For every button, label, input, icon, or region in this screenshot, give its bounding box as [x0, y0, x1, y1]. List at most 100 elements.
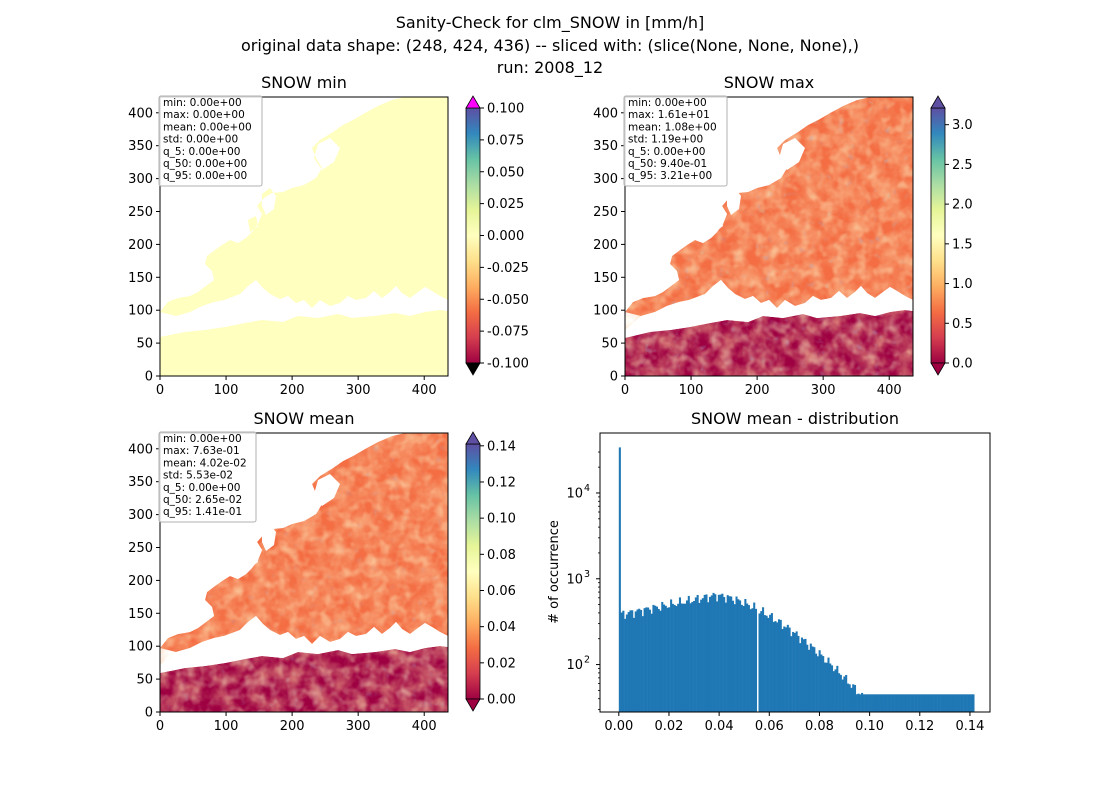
histogram-bar [731, 600, 735, 712]
histogram-bar [907, 694, 910, 712]
stats-box-snow-min: min: 0.00e+00 max: 0.00e+00 mean: 0.00e+00… [158, 95, 263, 187]
histogram-bar [719, 594, 722, 712]
histogram-bar [765, 615, 768, 712]
x-tick-label: 200 [745, 383, 770, 398]
histogram-bar [670, 599, 673, 712]
histogram-bar [618, 447, 621, 712]
histogram-bar [758, 613, 761, 712]
stats-line: q_95: 3.21e+00 [628, 170, 712, 182]
histogram-bar [940, 694, 943, 712]
histogram-panel: 0.00 0.02 0.04 0.06 0.08 0.10 0.12 0.14 10 210 31… [547, 432, 991, 734]
histogram-bar [770, 613, 773, 712]
histogram-bar [701, 598, 704, 712]
histogram-bar [892, 694, 895, 712]
colorbar-tick-label: 0.14 [487, 439, 516, 454]
histogram-bar [889, 694, 892, 712]
colorbar-tick-label: 0.04 [487, 620, 516, 635]
y-tick-label: 200 [128, 574, 153, 589]
histogram-bar [845, 674, 848, 712]
y-tick-label: 350 [128, 475, 153, 490]
y-tick-exponent: 4 [584, 483, 590, 494]
histogram-bar [949, 694, 952, 712]
histogram-bar [772, 621, 775, 712]
histogram-bar [707, 602, 710, 712]
stats-line: q_50: 0.00e+00 [163, 158, 247, 170]
histogram-bar [972, 694, 975, 712]
histogram-bar [894, 694, 897, 712]
x-tick-label: 0.14 [955, 719, 984, 734]
stats-box-snow-mean: min: 0.00e+00 max: 7.63e-01 mean: 4.02e-02… [158, 431, 257, 523]
histogram-bar [654, 605, 657, 712]
histogram-bar [721, 593, 724, 712]
histogram-bar [808, 649, 811, 712]
x-ticks-snow-min: 0 100 200 300 400 [156, 376, 437, 398]
histogram-bar [677, 603, 680, 712]
histogram-bar [640, 610, 643, 712]
histogram-bar [944, 694, 947, 712]
histogram-bar [700, 599, 703, 712]
stats-line: q_50: 9.40e-01 [628, 158, 707, 170]
histogram-bar [901, 694, 904, 712]
colorbar-extend-high-snow-min [465, 95, 481, 109]
histogram-bar [744, 598, 747, 712]
panel-title-distribution: SNOW mean - distribution [690, 409, 900, 428]
y-tick-label: 0 [145, 706, 153, 721]
histogram-bar [792, 631, 795, 712]
axes-frame-histogram [599, 432, 991, 713]
colorbar-snow-mean: 0.00 0.02 0.04 0.06 0.08 0.10 0.12 0.14 [465, 431, 516, 712]
histogram-bar [737, 599, 740, 712]
histogram-bar [876, 694, 880, 712]
histogram-bar [942, 694, 945, 712]
histogram-bar [866, 694, 869, 712]
y-tick-label: 10 [566, 486, 583, 501]
histogram-bar [783, 626, 786, 712]
histogram-bar [774, 621, 777, 712]
histogram-bar [622, 610, 625, 712]
histogram-bar [935, 694, 938, 712]
histogram-bar [958, 694, 961, 712]
histogram-bar [852, 684, 855, 712]
histogram-bar [924, 694, 927, 712]
histogram-bar [887, 694, 890, 712]
histogram-bar [779, 619, 782, 712]
histogram-bar [841, 679, 844, 712]
colorbar-tick-label: 0.00 [487, 693, 516, 708]
histogram-bar [723, 596, 726, 712]
y-ticks-snow-mean: 0 50 100 150 200 250 300 350 400 [128, 442, 160, 721]
y-tick-label: 10 [566, 572, 583, 587]
stats-line: q_95: 0.00e+00 [163, 170, 247, 182]
y-tick-label: 10 [566, 658, 583, 673]
histogram-bar [884, 694, 887, 712]
stats-line: mean: 1.08e+00 [628, 121, 717, 133]
histogram-bar [919, 694, 922, 712]
histogram-bar [952, 694, 956, 712]
histogram-bar [864, 694, 867, 712]
histogram-bar [960, 694, 963, 712]
histogram-bar [708, 596, 712, 712]
histogram-bar [931, 694, 934, 712]
figure-title-line-1: Sanity-Check for clm_SNOW in [mm/h] [395, 13, 705, 32]
x-tick-label: 100 [214, 383, 239, 398]
histogram-bar [954, 694, 957, 712]
stats-line: max: 1.61e+01 [628, 109, 710, 121]
histogram-bar [917, 694, 920, 712]
histogram-bar [965, 694, 968, 712]
x-tick-label: 400 [877, 383, 902, 398]
histogram-bar [698, 602, 701, 712]
y-tick-label: 50 [136, 337, 153, 352]
histogram-bar [793, 632, 796, 712]
x-tick-label: 400 [412, 383, 437, 398]
x-ticks-snow-max: 0 100 200 300 400 [621, 376, 902, 398]
histogram-bar [915, 694, 918, 712]
x-ticks-snow-mean: 0 100 200 300 400 [156, 712, 437, 734]
histogram-bar [869, 694, 872, 712]
stats-line: mean: 0.00e+00 [163, 121, 252, 133]
x-tick-label: 400 [412, 719, 437, 734]
histogram-bar [663, 604, 666, 712]
histogram-bar [627, 612, 630, 712]
axes-frame-snow-mean [159, 432, 449, 713]
y-tick-label: 200 [593, 238, 618, 253]
colorbar-tick-label: 1.5 [952, 237, 973, 252]
stats-line: mean: 4.02e-02 [163, 457, 247, 469]
